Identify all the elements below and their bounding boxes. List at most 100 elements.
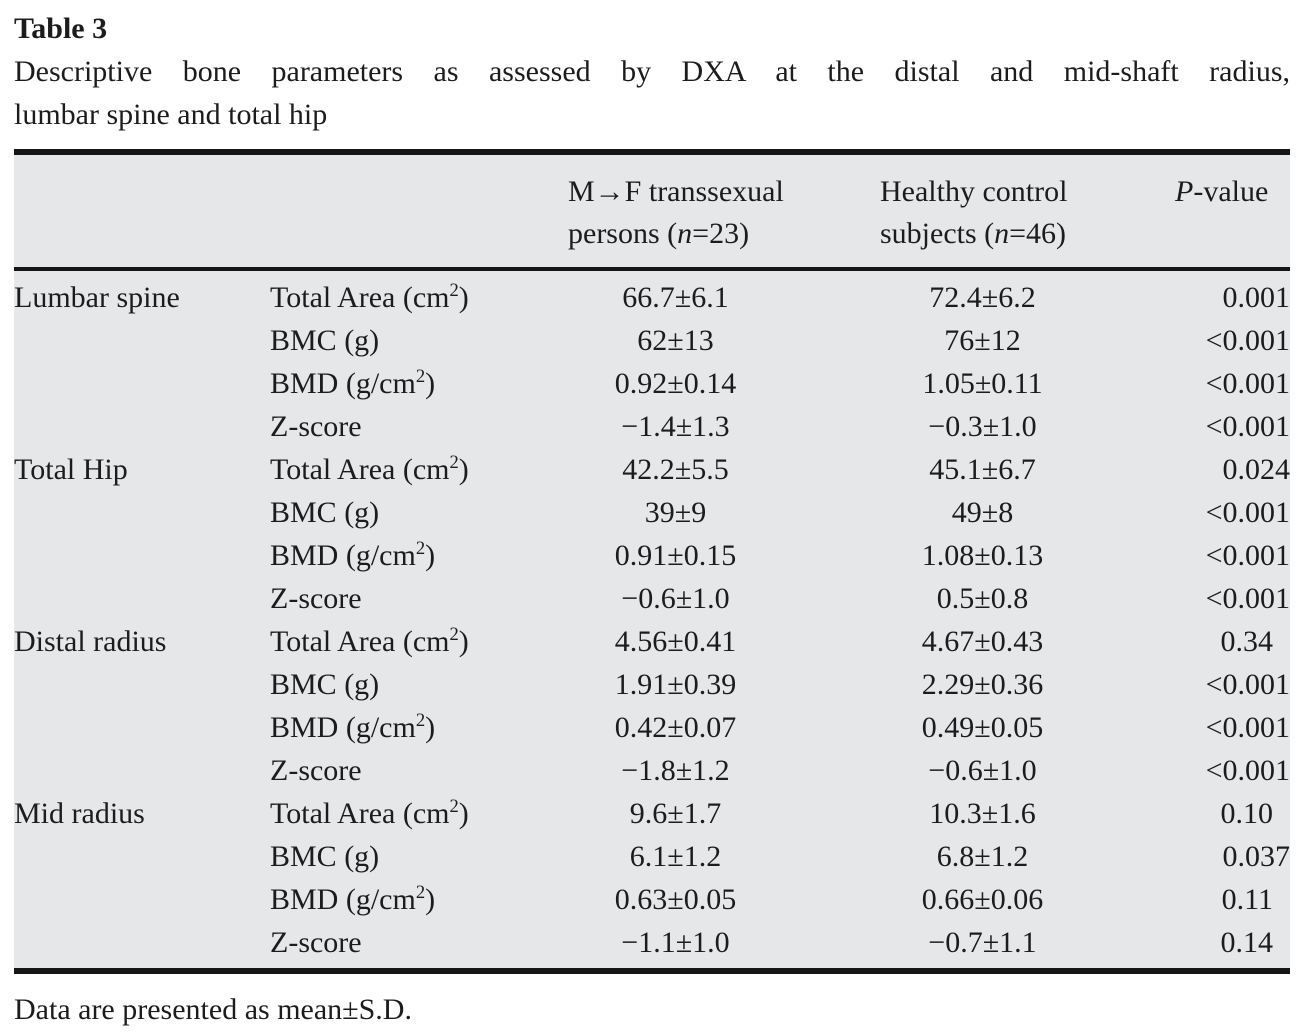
region-cell: [14, 878, 270, 921]
table-row: Z-score −0.6±1.0 0.5±0.8 <0.001: [14, 577, 1290, 620]
region-cell: [14, 706, 270, 749]
pvalue-cell: <0.001: [1205, 324, 1290, 357]
value-cell-control: 0.66±0.06: [921, 883, 1044, 916]
table-row: Distal radius Total Area (cm2) 4.56±0.41…: [14, 620, 1290, 663]
value-cell-control: 1.08±0.13: [921, 539, 1044, 572]
value-cell-control: 10.3±1.6: [929, 797, 1036, 830]
table-row: Mid radius Total Area (cm2) 9.6±1.7 10.3…: [14, 792, 1290, 835]
value-cell-transsexual: 66.7±6.1: [622, 281, 729, 314]
region-cell: [14, 835, 270, 878]
header-group1-line2: persons (n=23): [568, 217, 750, 250]
parameter-cell: Z-score: [270, 410, 362, 443]
value-cell-control: −0.7±1.1: [928, 926, 1037, 959]
value-cell-transsexual: 0.92±0.14: [614, 367, 737, 400]
parameter-cell: Z-score: [270, 926, 362, 959]
table-row: BMC (g) 62±13 76±12 <0.001: [14, 319, 1290, 362]
pvalue-cell: 0.14: [1220, 926, 1274, 959]
value-cell-control: 6.8±1.2: [936, 840, 1029, 873]
parameter-cell: BMD (g/cm2): [270, 538, 436, 572]
parameter-cell: BMC (g): [270, 496, 380, 529]
pvalue-cell: 0.001: [1222, 281, 1291, 314]
region-cell: Lumbar spine: [14, 281, 180, 314]
region-cell: [14, 577, 270, 620]
data-table: M→F transsexual persons (n=23) Healthy c…: [14, 149, 1290, 974]
value-cell-control: 1.05±0.11: [922, 367, 1043, 400]
parameter-cell: Total Area (cm2): [270, 280, 469, 314]
parameter-cell: BMD (g/cm2): [270, 710, 436, 744]
parameter-cell: BMC (g): [270, 668, 380, 701]
value-cell-transsexual: 62±13: [637, 324, 714, 357]
value-cell-transsexual: 39±9: [644, 496, 707, 529]
region-cell: [14, 319, 270, 362]
table-footnote: Data are presented as mean±S.D.: [14, 993, 412, 1026]
table-row: Total Hip Total Area (cm2) 42.2±5.5 45.1…: [14, 448, 1290, 491]
italic-n: n: [994, 217, 1010, 250]
region-cell: [14, 405, 270, 448]
value-cell-control: 0.49±0.05: [921, 711, 1044, 744]
value-cell-control: 45.1±6.7: [929, 453, 1036, 486]
value-cell-transsexual: 0.63±0.05: [614, 883, 737, 916]
table-title: Table 3: [14, 12, 108, 45]
pvalue-cell: <0.001: [1205, 367, 1290, 400]
header-region-spacer: [14, 171, 270, 255]
table-row: Lumbar spine Total Area (cm2) 66.7±6.1 7…: [14, 276, 1290, 319]
table-row: Z-score −1.1±1.0 −0.7±1.1 0.14: [14, 921, 1290, 964]
value-cell-transsexual: 1.91±0.39: [614, 668, 737, 701]
header-group2-line1: Healthy control: [880, 175, 1068, 208]
pvalue-cell: <0.001: [1205, 668, 1290, 701]
table-row: Z-score −1.8±1.2 −0.6±1.0 <0.001: [14, 749, 1290, 792]
header-pvalue: P-value: [1175, 175, 1269, 208]
pvalue-cell: <0.001: [1205, 754, 1290, 787]
parameter-cell: Total Area (cm2): [270, 796, 469, 830]
caption-line-2: lumbar spine and total hip: [14, 98, 328, 131]
parameter-cell: BMC (g): [270, 324, 380, 357]
region-cell: Total Hip: [14, 453, 128, 486]
value-cell-transsexual: 0.91±0.15: [614, 539, 737, 572]
table-row: BMD (g/cm2) 0.42±0.07 0.49±0.05 <0.001: [14, 706, 1290, 749]
pvalue-cell: 0.037: [1222, 840, 1291, 873]
table-row: Z-score −1.4±1.3 −0.3±1.0 <0.001: [14, 405, 1290, 448]
region-cell: Distal radius: [14, 625, 167, 658]
table-body: Lumbar spine Total Area (cm2) 66.7±6.1 7…: [14, 271, 1290, 968]
pvalue-cell: <0.001: [1205, 496, 1290, 529]
region-cell: [14, 491, 270, 534]
value-cell-control: −0.3±1.0: [928, 410, 1037, 443]
header-group1-line1: M→F transsexual: [568, 175, 784, 208]
pvalue-cell: <0.001: [1205, 410, 1290, 443]
table-row: BMD (g/cm2) 0.92±0.14 1.05±0.11 <0.001: [14, 362, 1290, 405]
pvalue-cell: 0.34: [1220, 625, 1274, 658]
value-cell-transsexual: −1.1±1.0: [621, 926, 730, 959]
table-row: BMC (g) 39±9 49±8 <0.001: [14, 491, 1290, 534]
value-cell-transsexual: 4.56±0.41: [614, 625, 737, 658]
region-cell: Mid radius: [14, 797, 145, 830]
value-cell-transsexual: 6.1±1.2: [629, 840, 722, 873]
value-cell-transsexual: −1.4±1.3: [621, 410, 730, 443]
header-group1: M→F transsexual persons (n=23): [568, 171, 880, 255]
parameter-cell: Total Area (cm2): [270, 452, 469, 486]
header-group2: Healthy control subjects (n=46): [880, 171, 1175, 255]
caption-line-1: Descriptive bone parameters as assessed …: [14, 55, 1290, 88]
region-cell: [14, 749, 270, 792]
value-cell-control: −0.6±1.0: [928, 754, 1037, 787]
value-cell-control: 72.4±6.2: [929, 281, 1036, 314]
value-cell-transsexual: 0.42±0.07: [614, 711, 737, 744]
table-caption: Descriptive bone parameters as assessed …: [14, 50, 1290, 136]
pvalue-cell: <0.001: [1205, 582, 1290, 615]
parameter-cell: BMC (g): [270, 840, 380, 873]
pvalue-cell: 0.10: [1220, 797, 1274, 830]
region-cell: [14, 921, 270, 964]
region-cell: [14, 663, 270, 706]
table-row: BMC (g) 6.1±1.2 6.8±1.2 0.037: [14, 835, 1290, 878]
value-cell-transsexual: −1.8±1.2: [621, 754, 730, 787]
header-group2-line2: subjects (n=46): [880, 217, 1067, 250]
value-cell-control: 49±8: [951, 496, 1014, 529]
pvalue-cell: <0.001: [1205, 539, 1290, 572]
value-cell-control: 0.5±0.8: [936, 582, 1029, 615]
table-row: BMD (g/cm2) 0.91±0.15 1.08±0.13 <0.001: [14, 534, 1290, 577]
italic-n: n: [677, 217, 693, 250]
pvalue-cell: 0.11: [1221, 883, 1273, 916]
region-cell: [14, 534, 270, 577]
table-row: BMD (g/cm2) 0.63±0.05 0.66±0.06 0.11: [14, 878, 1290, 921]
value-cell-transsexual: −0.6±1.0: [621, 582, 730, 615]
